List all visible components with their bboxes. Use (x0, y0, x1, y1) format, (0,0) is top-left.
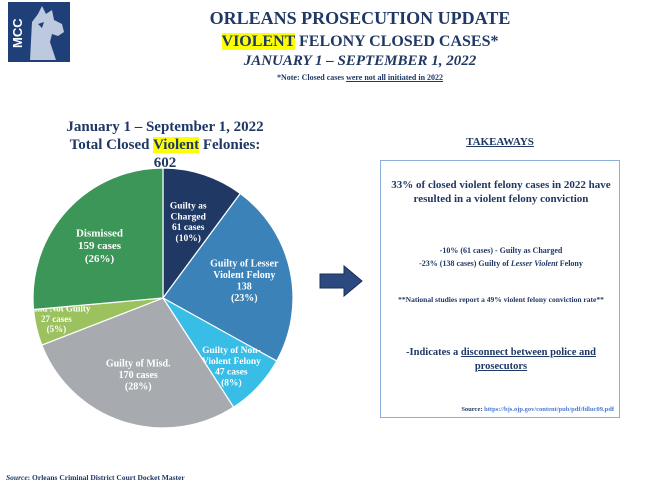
point4-underlined: disconnect between police and prosecutor… (460, 347, 596, 372)
takeaways-source-label: Source (461, 406, 481, 413)
takeaways-box (380, 160, 620, 418)
pie-label-guilty-of-misd-: Guilty of Misd. 170 cases (28%) (106, 359, 171, 393)
pie-slice-guilty-of-misd- (41, 297, 235, 429)
date-range: JANUARY 1 – SEPTEMBER 1, 2022 (243, 53, 477, 69)
page-title: ORLEANS PROSECUTION UPDATE (209, 8, 511, 28)
point2-pre: -23% (138 cases) Guilty of (419, 259, 511, 268)
pie-label-guilty-of-non-violent-felony: Guilty of Non-Violent Felony 47 cases (8%) (202, 346, 261, 389)
subtitle-rest: FELONY CLOSED CASES* (295, 33, 499, 50)
right-arrow-icon (319, 264, 363, 298)
point2-post: Felony (557, 259, 583, 268)
point4-pre: -Indicates a (406, 347, 461, 358)
pie-slice-guilty-as-charged (162, 167, 242, 300)
pie-label-found-not-guilty: Found Not Guilty 27 cases (5%) (22, 304, 91, 335)
source-link[interactable]: https://bjs.ojp.gov/content/pub/pdf/fdlu… (484, 406, 614, 413)
header-note: *Note: Closed cases were not all initiat… (80, 73, 640, 82)
pie-label-dismissed: Dismissed 159 cases (26%) (76, 228, 123, 265)
takeaway-point-2: -10% (61 cases) - Guilty as Charged -23%… (388, 244, 614, 270)
footer-source: Source: Orleans Criminal District Court … (6, 473, 185, 482)
takeaways-heading: TAKEAWAYS (466, 136, 534, 148)
pie-label-guilty-of-lesser-violent-felony: Guilty of Lesser Violent Felony 138 (23%) (210, 259, 279, 305)
pie-slice-guilty-of-lesser-violent-felony (162, 192, 294, 362)
pie-slice-dismissed (32, 167, 164, 311)
chart-heading-total: 602 (153, 155, 177, 171)
footer-source-label: Source (6, 473, 28, 482)
point2-emphasis: Lesser Violent (510, 259, 558, 268)
takeaway-point-2-line2: -23% (138 cases) Guilty of Lesser Violen… (388, 257, 614, 270)
chart-heading-line1: January 1 – September 1, 2022 (66, 119, 264, 135)
note-prefix: *Note: Closed cases (276, 73, 347, 82)
footer-source-text: : Orleans Criminal District Court Docket… (27, 473, 185, 482)
chart-heading-line2: Total Closed Violent Felonies: (40, 136, 290, 154)
pie-label-guilty-as-charged: Guilty as Charged 61 cases (10%) (170, 201, 207, 244)
takeaway-point-2-line1: -10% (61 cases) - Guilty as Charged (439, 246, 563, 255)
chart-heading-post: Felonies: (199, 137, 261, 153)
chart-heading-highlight: Violent (153, 137, 200, 153)
subtitle-highlight: VIOLENT (221, 33, 296, 50)
takeaway-point-3: **National studies report a 49% violent … (398, 295, 604, 304)
takeaways-source: Source: https://bjs.ojp.gov/content/pub/… (461, 406, 614, 413)
chart-heading: January 1 – September 1, 2022 Total Clos… (40, 118, 290, 172)
takeaway-point-1: 33% of closed violent felony cases in 20… (391, 179, 611, 205)
wolf-emblem-icon (30, 6, 64, 60)
mcc-logo: MCC (8, 2, 70, 62)
chart-heading-pre: Total Closed (69, 137, 153, 153)
note-underlined: were not all initiated in 2022 (346, 73, 444, 82)
takeaway-point-4: -Indicates a disconnect between police a… (388, 346, 614, 374)
page-subtitle: VIOLENT FELONY CLOSED CASES* (80, 33, 640, 51)
